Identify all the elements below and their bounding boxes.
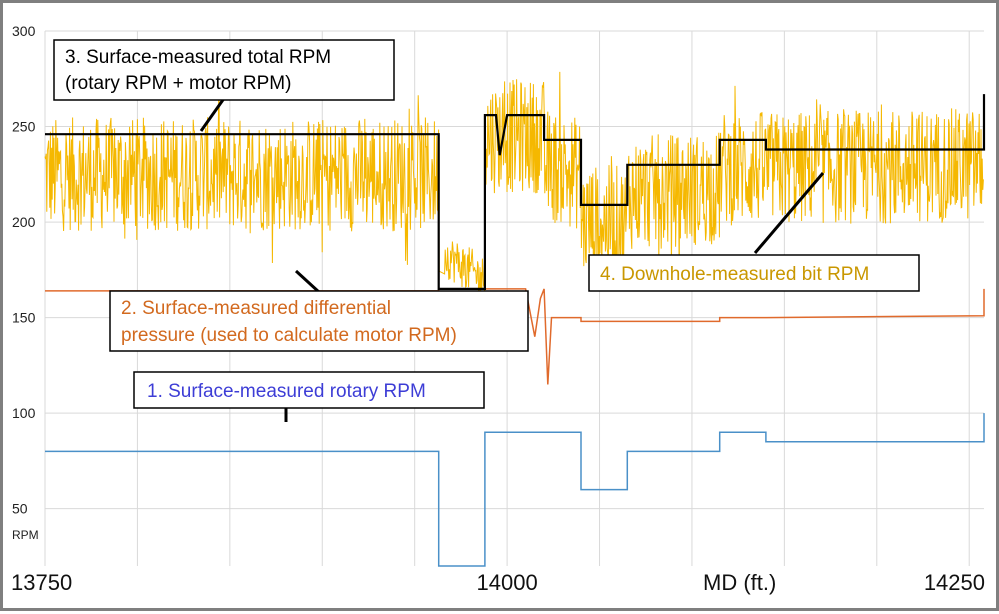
annotation-rotary-rpm-line1: 1. Surface-measured rotary RPM: [147, 381, 426, 402]
series-total-rpm: [45, 94, 986, 290]
annotation-rotary-rpm-box: [133, 371, 485, 409]
annotation-bit-rpm: 4. Downhole-measured bit RPM: [588, 172, 920, 292]
x-axis-label: MD (ft.): [703, 570, 776, 595]
y-tick-label-50: 50: [12, 501, 28, 517]
y-axis-unit-label: RPM: [12, 528, 39, 542]
y-axis: 50 100 150 200 250 300: [12, 23, 36, 517]
y-tick-label-100: 100: [12, 405, 36, 421]
annotation-pressure-line2: pressure (used to calculate motor RPM): [121, 325, 457, 346]
series-total-rpm-line: [45, 94, 986, 290]
annotation-rotary-rpm: 1. Surface-measured rotary RPM: [133, 371, 485, 422]
y-tick-label-250: 250: [12, 119, 36, 135]
annotation-bit-rpm-box: [588, 254, 920, 292]
annotation-total-rpm-line2: (rotary RPM + motor RPM): [65, 73, 291, 94]
y-tick-label-150: 150: [12, 310, 36, 326]
series-rotary-rpm-line: [45, 413, 985, 567]
series-downhole-bit-rpm-line: [44, 71, 984, 314]
series-rotary-rpm: [45, 413, 985, 567]
annotation-total-rpm-box: [53, 39, 395, 101]
annotation-differential-pressure: 2. Surface-measured differential pressur…: [109, 269, 529, 352]
annotation-pressure-line1: 2. Surface-measured differential: [121, 298, 391, 319]
annotation-total-rpm-line1: 3. Surface-measured total RPM: [65, 47, 331, 68]
annotation-bit-rpm-leader: [753, 172, 825, 254]
y-tick-label-200: 200: [12, 214, 36, 230]
x-axis: 13750 14000 14250: [11, 570, 985, 595]
annotation-total-rpm-leader: [199, 96, 227, 132]
annotation-total-rpm: 3. Surface-measured total RPM (rotary RP…: [53, 39, 395, 132]
x-tick-label-14000: 14000: [477, 570, 538, 595]
annotation-pressure-leader: [294, 269, 322, 295]
series-downhole-bit-rpm: [44, 71, 984, 314]
y-tick-label-300: 300: [12, 23, 36, 39]
x-tick-label-14250: 14250: [924, 570, 985, 595]
annotation-bit-rpm-line1: 4. Downhole-measured bit RPM: [600, 264, 869, 285]
x-tick-label-13750: 13750: [11, 570, 72, 595]
annotation-pressure-box: [109, 290, 529, 352]
rpm-chart: 50 100 150 200 250 300 3. Surface-measured to…: [11, 23, 986, 595]
